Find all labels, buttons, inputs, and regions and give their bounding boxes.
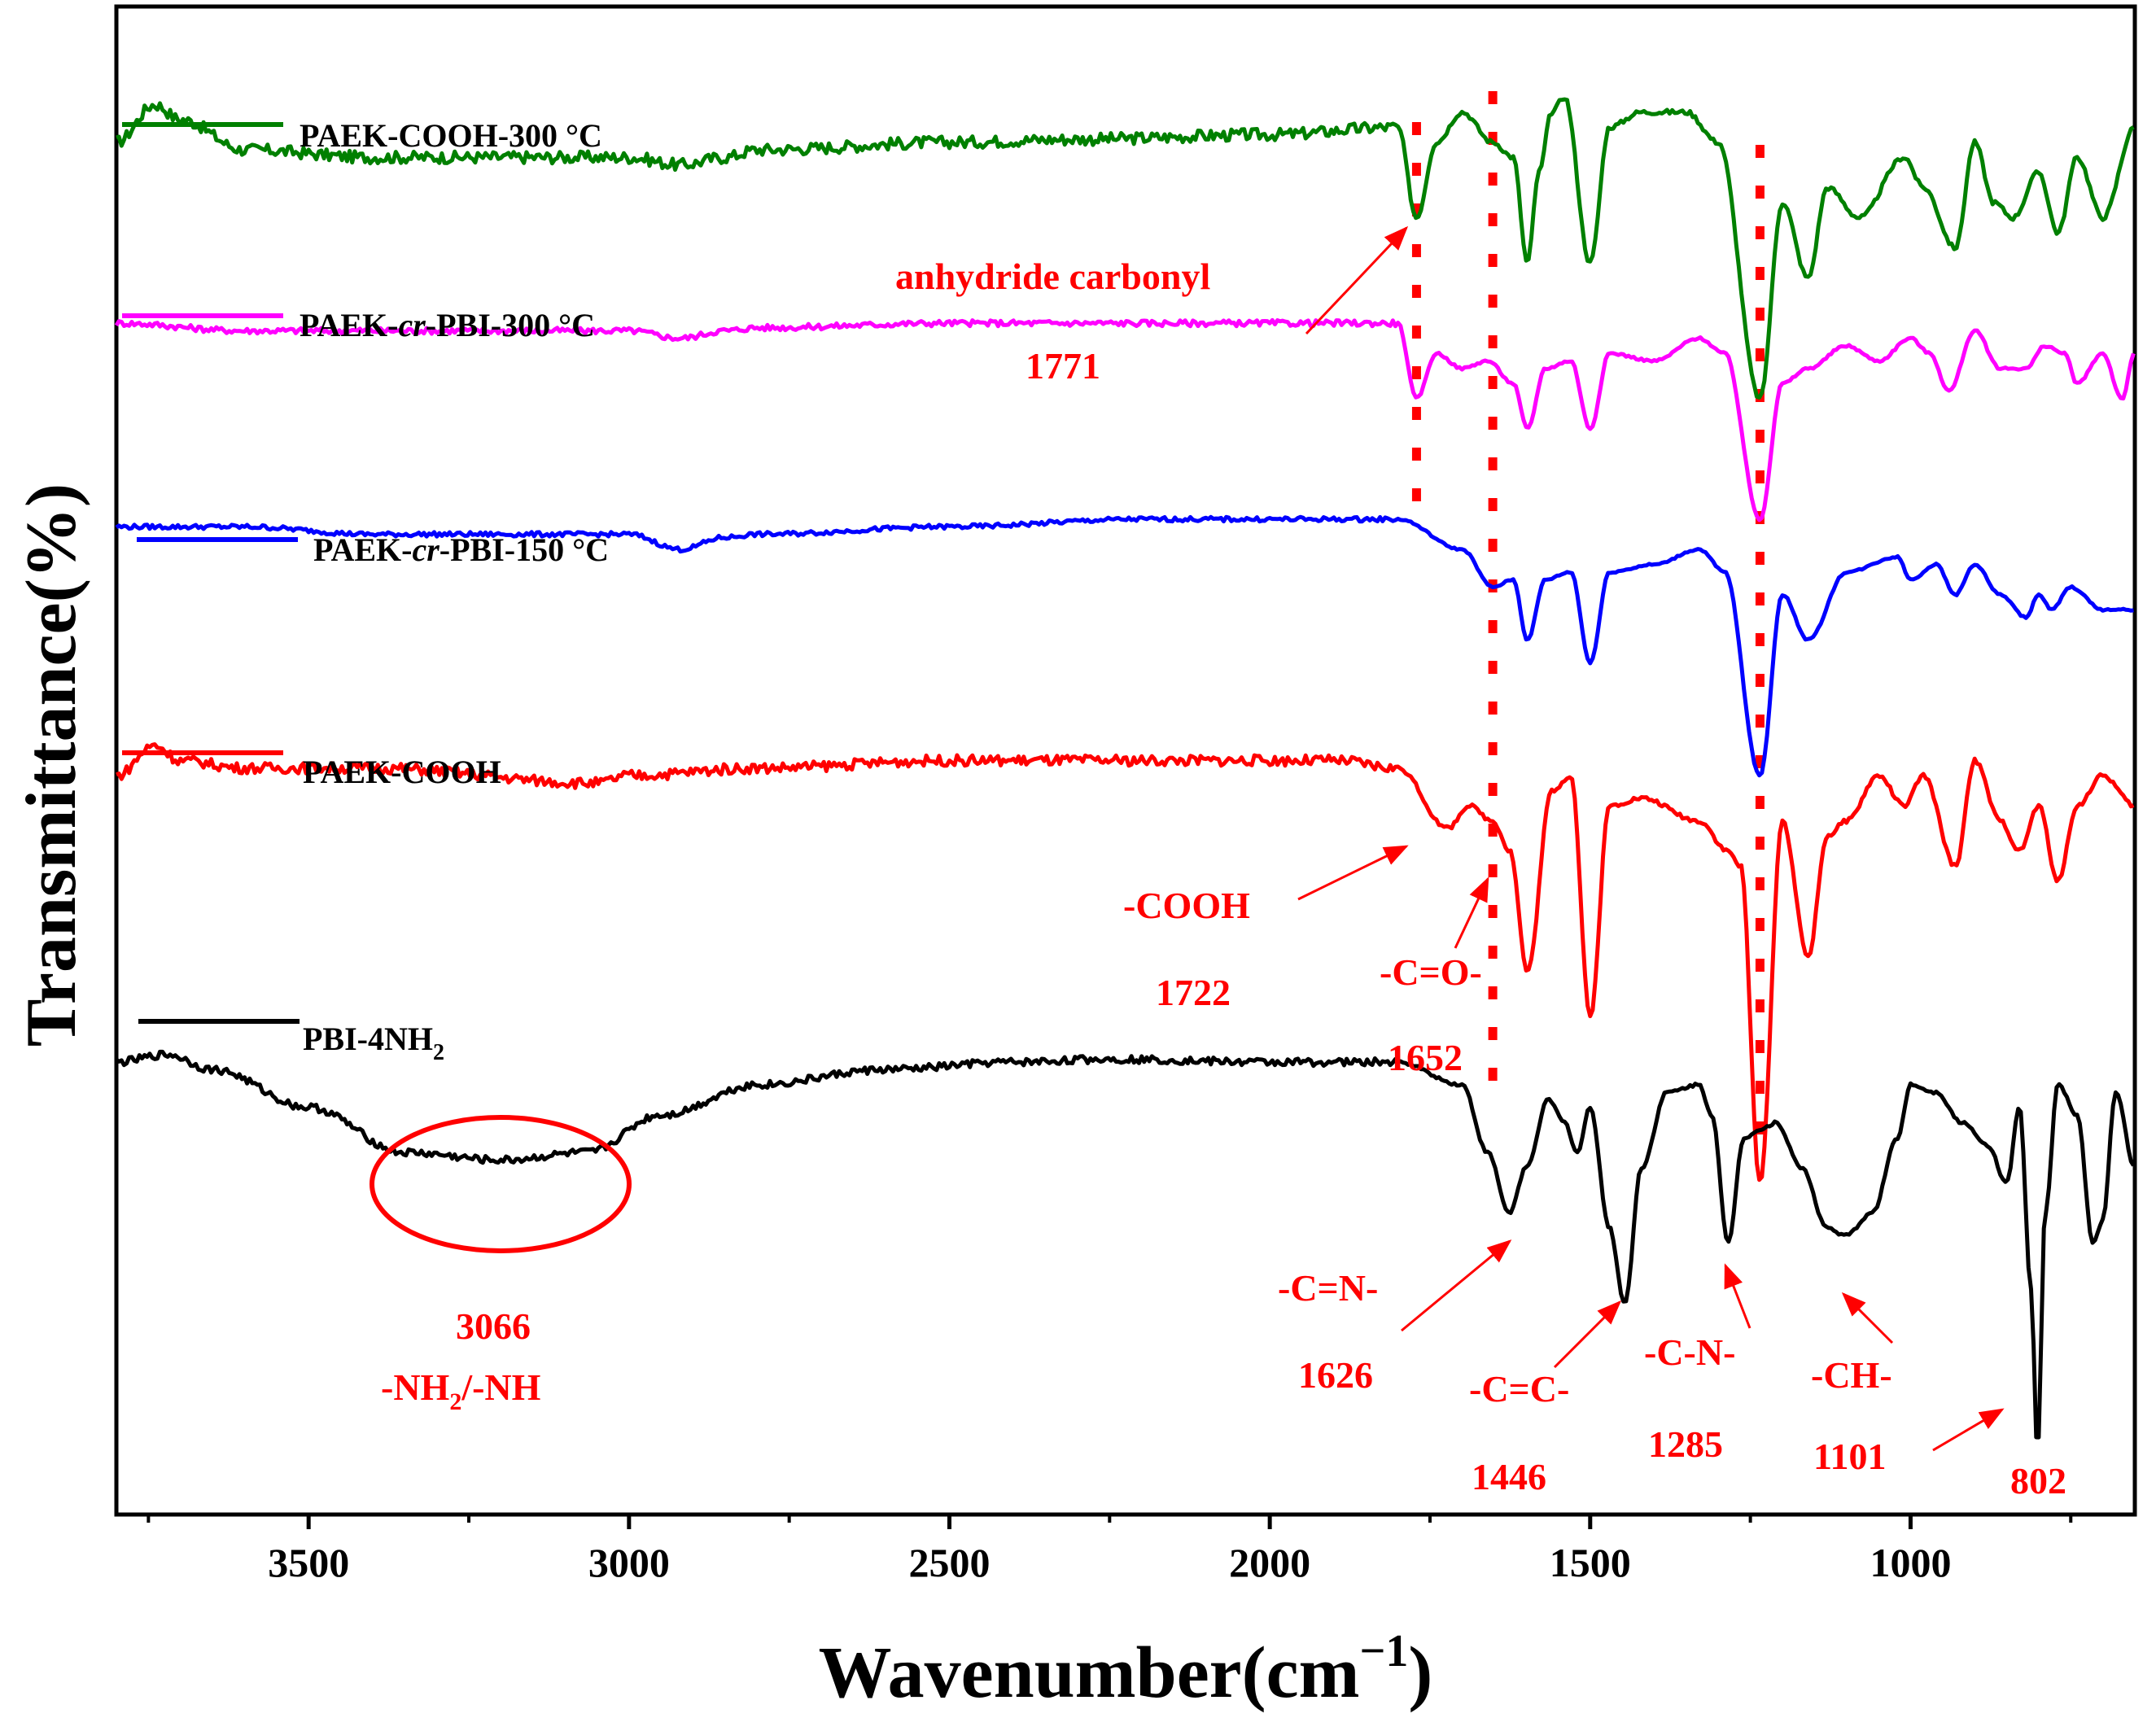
annotation-nh-label-b: /-NH: [461, 1366, 540, 1408]
annotation-ch-label: -CH-: [1811, 1354, 1892, 1396]
series-line-paek-cooh: [116, 742, 2135, 1182]
legend-label-paek-cr-pbi-150-post: -PBI-150 °C: [440, 531, 609, 568]
legend: PAEK-COOH-300 °C PAEK-cr-PBI-300 °C PAEK…: [122, 117, 609, 1065]
annotation-cooh-value: 1722: [1156, 972, 1231, 1013]
annotation-nh-label-sub: 2: [449, 1388, 461, 1415]
annotation-co-arrow: [1454, 876, 1489, 949]
annotation-ch-arrow: [1841, 1292, 1894, 1344]
annotation-nh-label: -NH2/-NH: [381, 1366, 541, 1415]
x-tick-label: 3500: [268, 1540, 349, 1585]
annotation-cn-double-arrow: [1401, 1239, 1512, 1332]
annotation-anhydride-arrow: [1305, 225, 1409, 335]
x-tick-label: 2500: [908, 1540, 990, 1585]
legend-label-pbi-4nh2-sub: 2: [433, 1040, 444, 1065]
annotation-cc-arrow: [1553, 1300, 1622, 1369]
x-tick-label: 2000: [1229, 1540, 1310, 1585]
annotation-cooh-label: -COOH: [1123, 885, 1250, 926]
x-tick-label: 1000: [1870, 1540, 1951, 1585]
series-line-pbi-4nh2: [115, 1049, 2136, 1440]
legend-label-paek-cr-pbi-300-italic: cr: [398, 307, 426, 343]
annotation-cc-value: 1446: [1472, 1456, 1546, 1497]
y-axis-title: Transmittance(%): [12, 483, 91, 1047]
annotation-nh-value: 3066: [456, 1305, 531, 1347]
legend-label-pbi-4nh2-main: PBI-4NH: [303, 1021, 433, 1057]
annotation-cn-label: -C-N-: [1644, 1331, 1735, 1373]
annotation-cn-arrow: [1724, 1263, 1751, 1329]
annotation-ch-value: 1101: [1813, 1436, 1886, 1477]
annotation-co-label: -C=O-: [1380, 951, 1482, 993]
series-line-paek-cooh-300-c: [116, 97, 2135, 400]
annotation-cn-double-value: 1626: [1298, 1354, 1373, 1396]
legend-label-pbi-4nh2: PBI-4NH2: [303, 1021, 444, 1065]
legend-label-paek-cr-pbi-150-pre: PAEK-: [313, 531, 412, 568]
x-axis-title-sup: −1: [1360, 1626, 1409, 1676]
legend-label-paek-cr-pbi-150-italic: cr: [412, 531, 440, 568]
plot-frame: [114, 4, 2137, 1517]
legend-label-paek-cr-pbi-300-post: -PBI-300 °C: [426, 307, 595, 343]
legend-label-paek-cooh: PAEK-COOH: [303, 754, 501, 790]
legend-label-paek-cr-pbi-150: PAEK-cr-PBI-150 °C: [313, 531, 609, 568]
annotation-co-value: 1652: [1388, 1037, 1463, 1078]
annotation-802-value: 802: [2010, 1460, 2066, 1502]
x-tick-label: 3000: [588, 1540, 670, 1585]
annotation-nh-ellipse: [370, 1115, 632, 1253]
x-axis-title-close: ): [1408, 1633, 1432, 1713]
series-line-paek-cr-pbi-300-c: [114, 317, 2136, 522]
annotation-802-arrow: [1932, 1408, 2005, 1452]
legend-label-paek-cooh-300: PAEK-COOH-300 °C: [300, 117, 602, 154]
annotation-anhydride-value: 1771: [1026, 345, 1100, 387]
annotation-cn-double-label: -C=N-: [1278, 1267, 1378, 1309]
annotation-cn-value: 1285: [1648, 1423, 1723, 1465]
annotation-cooh-arrow: [1297, 845, 1409, 901]
annotation-cc-label: -C=C-: [1469, 1368, 1569, 1410]
annotation-nh-label-a: -NH: [381, 1366, 450, 1408]
x-axis-ticks: 3500 3000 2500 2000 1500 1000: [147, 1515, 2073, 1585]
legend-label-paek-cr-pbi-300-pre: PAEK-: [300, 307, 398, 343]
series-layer: [114, 97, 2136, 1440]
annotations: anhydride carbonyl 1771 -COOH 1722 -C=O-…: [370, 225, 2066, 1502]
x-axis-title: Wavenumber(cm−1): [819, 1626, 1433, 1713]
x-axis-title-main: Wavenumber(cm: [819, 1633, 1360, 1713]
legend-label-paek-cr-pbi-300: PAEK-cr-PBI-300 °C: [300, 307, 595, 343]
series-line-paek-cr-pbi-150-c: [115, 514, 2134, 778]
annotation-anhydride-label: anhydride carbonyl: [895, 256, 1210, 297]
x-tick-label: 1500: [1550, 1540, 1631, 1585]
